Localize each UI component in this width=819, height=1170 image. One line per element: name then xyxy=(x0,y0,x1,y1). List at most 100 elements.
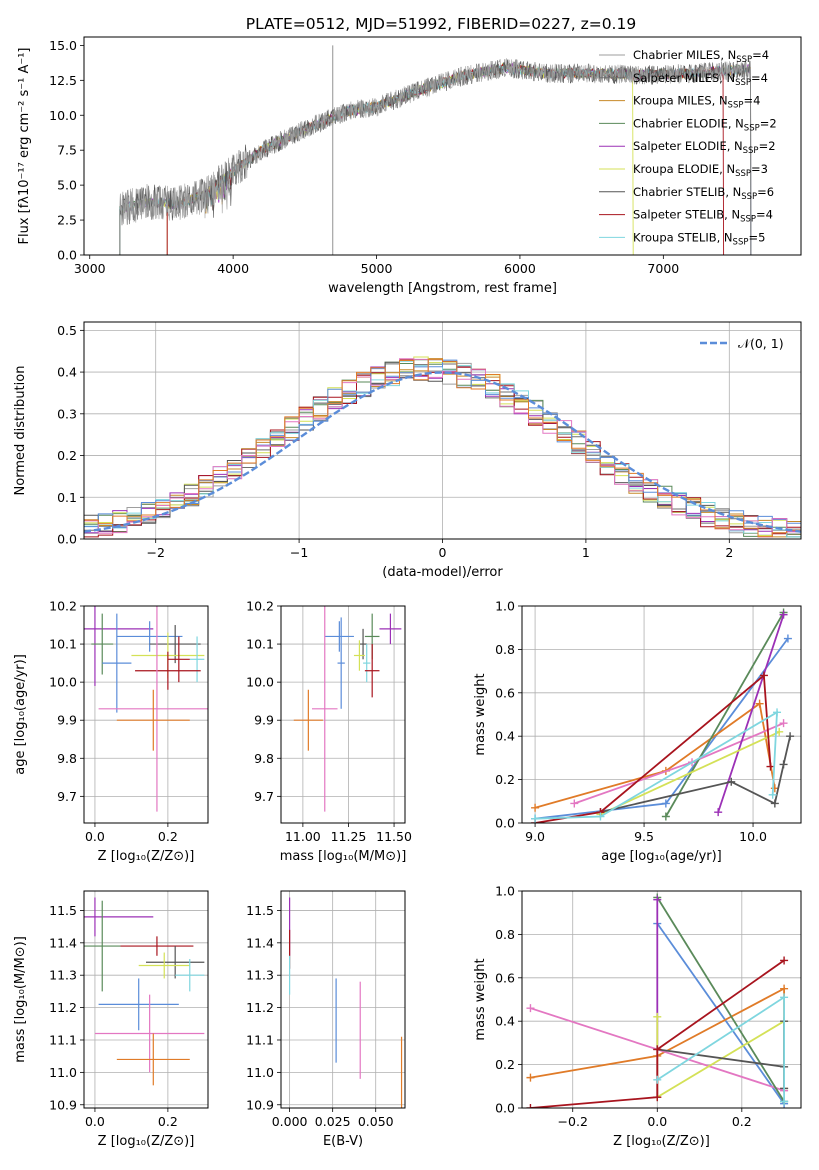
x-tick-label: 0.025 xyxy=(315,1114,351,1129)
y-axis-label: Normed distribution xyxy=(13,366,28,496)
y-tick-label: 0.5 xyxy=(57,323,77,338)
y-tick-label: 11.2 xyxy=(49,1000,77,1015)
weight-point-marker xyxy=(786,732,795,741)
y-tick-label: 1.0 xyxy=(495,599,515,614)
weight-point-marker xyxy=(526,1104,535,1108)
legend-label: Salpeter MILES, NSSP=4 xyxy=(633,71,768,88)
spectrum-series-line xyxy=(119,62,634,255)
legend-label-subscript: SSP xyxy=(744,123,760,133)
y-tick-label: 10.0 xyxy=(246,675,274,690)
chart-weight_vs_age: 9.0 9.5 10.0 0.0 0.2 0.4 0.6 0.8 1.0 age [log₁₀(a… xyxy=(473,599,802,864)
weight-point-marker xyxy=(779,719,788,728)
legend-label-count: =2 xyxy=(760,116,777,130)
chart-spectrum: 3000 4000 5000 6000 7000 0.0 2.5 5.0 7.5 10.0 12.5… xyxy=(17,36,802,296)
plot-area xyxy=(84,356,801,538)
y-tick-label: 2.5 xyxy=(57,213,77,228)
x-axis-label: age [log₁₀(age/yr)] xyxy=(601,849,722,864)
chart-mass_vs_z: 0.0 0.2 10.9 11.0 11.1 11.2 11.3 11.4 11.5 Z [log… xyxy=(13,890,209,1149)
legend-label: Salpeter STELIB, NSSP=4 xyxy=(633,208,773,225)
legend-label-main: Salpeter STELIB, N xyxy=(633,208,740,222)
weight-series-line xyxy=(530,959,785,1108)
legend-label: Kroupa MILES, NSSP=4 xyxy=(633,94,760,111)
weight-point-marker xyxy=(780,993,789,1002)
y-tick-label: 0.0 xyxy=(495,1101,515,1116)
legend-label-count: =3 xyxy=(751,162,768,176)
y-tick-label: 12.5 xyxy=(49,73,77,88)
weight-point-marker xyxy=(596,812,605,821)
plot-area xyxy=(526,893,789,1108)
chart-age_vs_z: 0.0 0.2 9.7 9.8 9.9 10.0 10.1 10.2 Z [log₁₀(Z/Z⊙… xyxy=(13,599,209,864)
axes-frame xyxy=(280,890,406,1109)
spectrum-series-line xyxy=(119,62,752,255)
weight-series-line xyxy=(656,922,785,1105)
axes-frame xyxy=(280,605,406,824)
y-tick-label: 0.2 xyxy=(495,1057,515,1072)
y-tick-label: 0.4 xyxy=(495,1014,515,1029)
y-tick-label: 11.0 xyxy=(246,1065,274,1080)
x-tick-label: 0.0 xyxy=(85,1114,105,1129)
plot-area xyxy=(84,606,208,812)
y-tick-label: 9.8 xyxy=(254,751,274,766)
weight-point-marker xyxy=(727,777,736,786)
y-tick-label: 0.4 xyxy=(495,729,515,744)
weight-point-marker xyxy=(783,634,792,643)
weight-series-line xyxy=(535,710,778,820)
y-tick-label: 11.0 xyxy=(49,1065,77,1080)
x-tick-label: 10.0 xyxy=(739,829,767,844)
axes-frame xyxy=(83,36,802,256)
legend-label-subscript: SSP xyxy=(728,101,744,111)
chart-weight_vs_z: −0.2 0.0 0.2 0.0 0.2 0.4 0.6 0.8 1.0 Z [log₁₀(Z/Z… xyxy=(473,884,802,1149)
weight-point-marker xyxy=(531,814,540,823)
y-tick-label: 11.5 xyxy=(49,903,77,918)
x-tick-label: 4000 xyxy=(217,261,249,276)
weight-point-marker xyxy=(779,610,788,619)
x-tick-label: 6000 xyxy=(504,261,536,276)
weight-point-marker xyxy=(526,1073,535,1082)
y-tick-label: 1.0 xyxy=(495,884,515,899)
axes-frame xyxy=(83,321,802,540)
y-tick-label: 10.1 xyxy=(246,637,274,652)
weight-point-marker xyxy=(780,1097,789,1106)
y-tick-label: 10.2 xyxy=(49,599,77,614)
x-tick-label: 0.050 xyxy=(358,1114,394,1129)
y-tick-label: 10.0 xyxy=(49,675,77,690)
chart-age_vs_mass: 11.00 11.25 11.50 9.7 9.8 9.9 10.0 10.1 10.2 mass… xyxy=(246,599,412,865)
weight-point-marker xyxy=(653,895,662,904)
x-tick-label: 1 xyxy=(582,545,590,560)
weight-series-line xyxy=(656,897,785,1102)
plot-area xyxy=(531,608,795,823)
y-tick-label: 9.7 xyxy=(254,789,274,804)
y-tick-label: 0.6 xyxy=(495,970,515,985)
x-tick-label: 9.0 xyxy=(525,829,545,844)
legend-label-subscript: SSP xyxy=(733,237,749,247)
legend-label-count: =6 xyxy=(757,185,774,199)
legend-label: 𝒩(0, 1) xyxy=(738,336,784,351)
y-tick-label: 0.0 xyxy=(57,248,77,263)
y-tick-label: 11.5 xyxy=(246,903,274,918)
weight-point-marker xyxy=(773,708,782,717)
legend-label-subscript: SSP xyxy=(736,55,752,65)
x-tick-label: 11.50 xyxy=(376,829,412,844)
x-axis-label: mass [log₁₀(M/M⊙)] xyxy=(280,849,407,864)
x-tick-label: 2 xyxy=(725,545,733,560)
axes-frame xyxy=(521,890,802,1109)
weight-point-marker xyxy=(661,812,670,821)
gaussian-curve xyxy=(84,371,801,533)
legend-label-subscript: SSP xyxy=(740,215,756,225)
legend-label-subscript: SSP xyxy=(735,169,751,179)
y-tick-label: 7.5 xyxy=(57,143,77,158)
x-axis-label: wavelength [Angstrom, rest frame] xyxy=(328,281,557,296)
y-tick-label: 11.4 xyxy=(246,935,274,950)
y-tick-label: 0.1 xyxy=(57,490,77,505)
legend-label-main: Kroupa ELODIE, N xyxy=(633,162,735,176)
y-tick-label: 11.1 xyxy=(246,1032,274,1047)
figure-title: PLATE=0512, MJD=51992, FIBERID=0227, z=0… xyxy=(246,15,636,33)
y-tick-label: 10.0 xyxy=(49,108,77,123)
y-axis-label: age [log₁₀(age/yr)] xyxy=(13,654,28,775)
y-tick-label: 0.0 xyxy=(57,532,77,547)
weight-point-marker xyxy=(770,799,779,808)
y-tick-label: 9.7 xyxy=(57,789,77,804)
axes-frame xyxy=(83,890,209,1109)
y-tick-label: 0.0 xyxy=(495,816,515,831)
